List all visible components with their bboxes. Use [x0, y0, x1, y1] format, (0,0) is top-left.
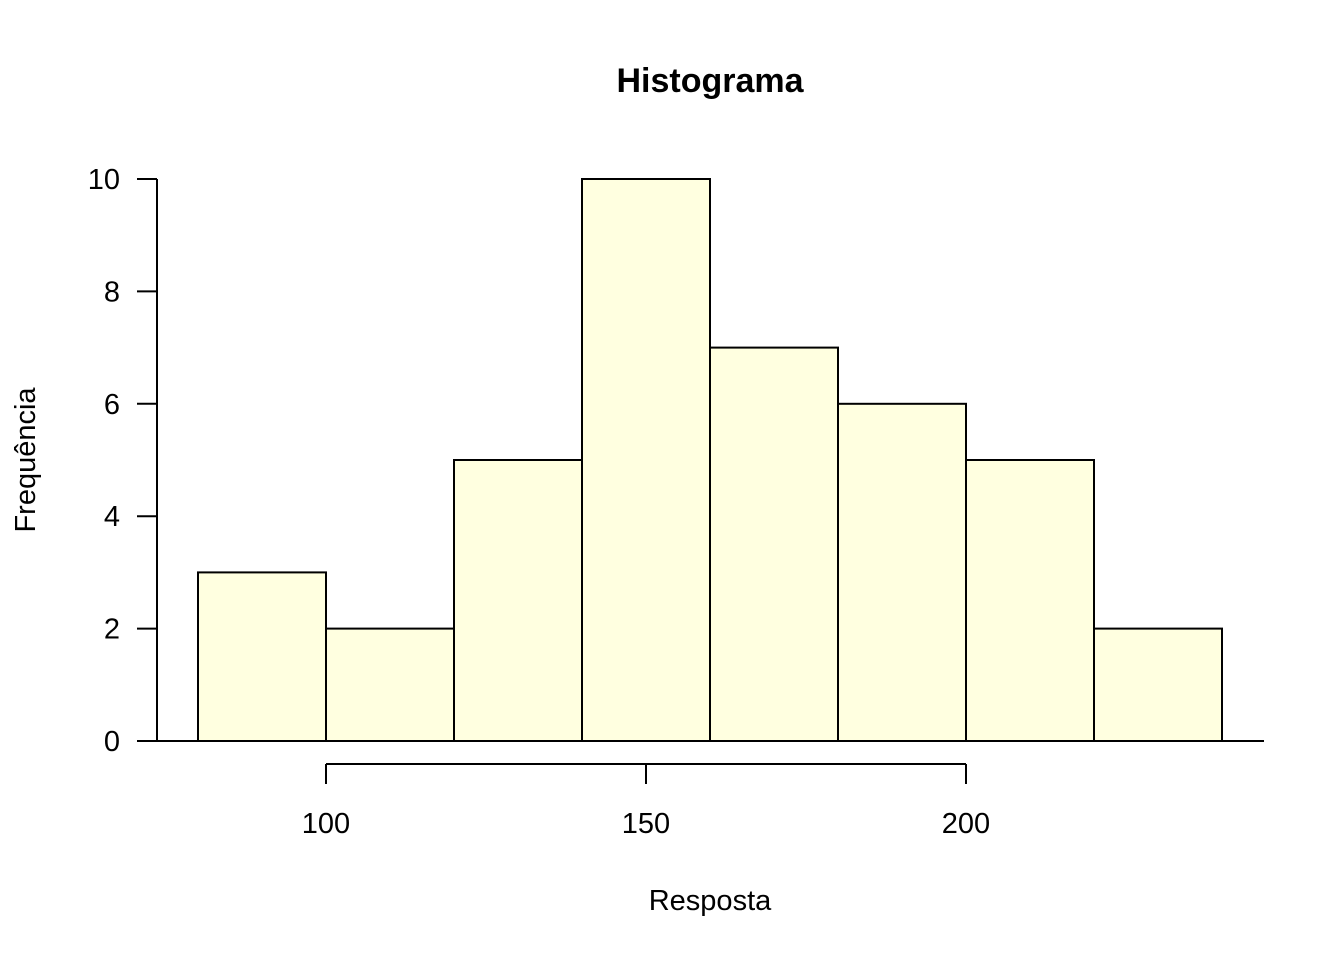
histogram-bar-0: [197, 571, 327, 743]
histogram-bar-7: [1093, 627, 1223, 742]
x-axis-label: Resposta: [649, 885, 772, 917]
histogram-bar-3: [581, 178, 711, 742]
histogram-bar-1: [325, 627, 455, 742]
y-tick-label-3: 6: [104, 389, 120, 421]
histogram-bar-6: [965, 459, 1095, 742]
y-axis: 0 2 4 6 8 10: [88, 164, 158, 758]
chart-title: Histograma: [616, 62, 804, 100]
histogram-bar-2: [453, 459, 583, 742]
histogram-bars: [157, 178, 1264, 743]
histogram-bar-5: [837, 402, 967, 742]
x-tick-label-2: 200: [942, 808, 990, 840]
x-tick-label-1: 150: [622, 808, 670, 840]
y-tick-label-2: 4: [104, 501, 120, 533]
y-tick-label-4: 8: [104, 276, 120, 308]
y-tick-label-1: 2: [104, 614, 120, 646]
x-tick-label-0: 100: [302, 808, 350, 840]
y-axis-label: Frequência: [10, 387, 42, 533]
histogram-bar-4: [709, 346, 839, 742]
y-tick-label-0: 0: [104, 726, 120, 758]
y-tick-label-5: 10: [88, 164, 120, 196]
x-axis: 100 150 200: [302, 763, 990, 840]
